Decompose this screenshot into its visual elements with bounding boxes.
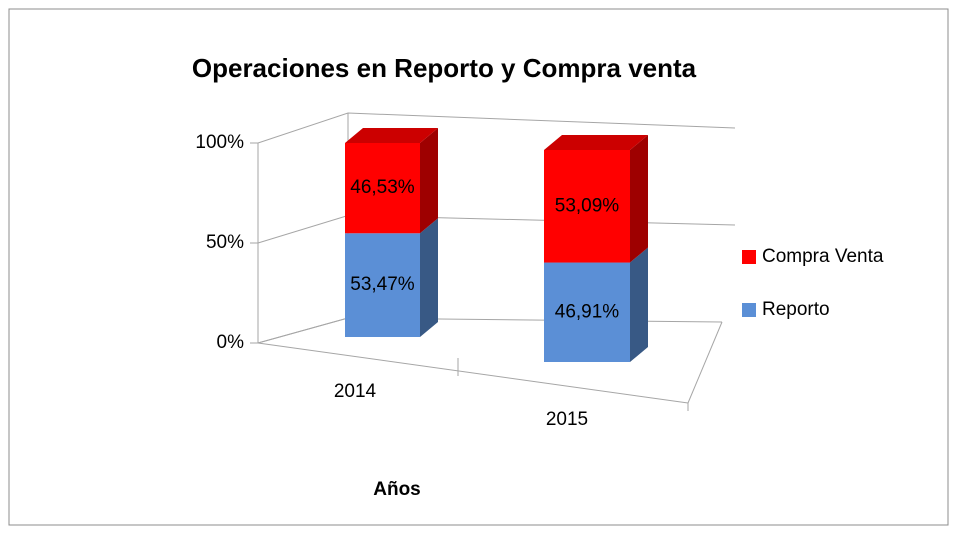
- bar-side: [420, 128, 438, 234]
- bar-side: [630, 135, 648, 263]
- bar: [544, 150, 630, 263]
- legend-swatch: [742, 250, 756, 264]
- bar-top: [345, 128, 438, 143]
- legend-label: Compra Venta: [762, 246, 884, 267]
- bar: [345, 233, 420, 337]
- data-label: 53,47%: [350, 274, 415, 295]
- legend-swatch: [742, 303, 756, 317]
- bar: [345, 143, 420, 234]
- bar-top: [544, 135, 648, 150]
- data-label: 46,91%: [555, 301, 620, 322]
- chart-title: Operaciones en Reporto y Compra venta: [192, 53, 697, 83]
- x-tick-label: 2014: [334, 381, 377, 402]
- bar-side: [420, 218, 438, 337]
- data-label: 53,09%: [555, 195, 620, 216]
- y-tick-label: 0%: [217, 332, 245, 353]
- y-tick-label: 50%: [206, 232, 244, 253]
- data-label: 46,53%: [350, 177, 415, 198]
- bar: [544, 262, 630, 362]
- grid-line: [257, 112, 736, 144]
- bar-side: [630, 247, 648, 362]
- legend-label: Reporto: [762, 299, 830, 320]
- x-tick-label: 2015: [546, 409, 588, 430]
- floor-right-edge: [687, 321, 723, 404]
- y-tick-label: 100%: [195, 132, 244, 153]
- x-axis-title: Años: [373, 479, 421, 500]
- floor-front-edge: [257, 342, 689, 404]
- chart-border: [8, 8, 949, 526]
